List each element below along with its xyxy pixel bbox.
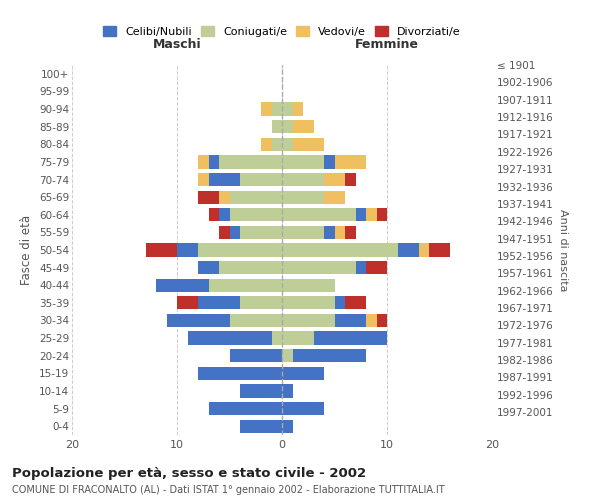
Bar: [366, 261, 387, 274]
Bar: [240, 296, 282, 310]
Bar: [293, 138, 324, 151]
Text: Femmine: Femmine: [355, 38, 419, 51]
Bar: [282, 314, 335, 327]
Bar: [282, 296, 335, 310]
Bar: [209, 156, 219, 168]
Bar: [282, 366, 324, 380]
Bar: [261, 102, 271, 116]
Bar: [282, 278, 335, 292]
Bar: [282, 244, 398, 256]
Bar: [229, 314, 282, 327]
Bar: [345, 296, 366, 310]
Bar: [229, 190, 282, 204]
Bar: [282, 102, 293, 116]
Bar: [219, 190, 229, 204]
Bar: [240, 173, 282, 186]
Bar: [282, 173, 324, 186]
Bar: [271, 332, 282, 344]
Bar: [282, 156, 324, 168]
Bar: [209, 173, 240, 186]
Bar: [271, 138, 282, 151]
Bar: [240, 420, 282, 433]
Bar: [366, 208, 377, 222]
Bar: [324, 190, 345, 204]
Bar: [198, 296, 240, 310]
Bar: [198, 244, 282, 256]
Text: Maschi: Maschi: [152, 38, 202, 51]
Bar: [282, 120, 293, 134]
Bar: [219, 261, 282, 274]
Bar: [219, 208, 229, 222]
Bar: [335, 296, 345, 310]
Bar: [398, 244, 419, 256]
Bar: [187, 332, 271, 344]
Bar: [355, 208, 366, 222]
Bar: [177, 296, 198, 310]
Bar: [282, 384, 293, 398]
Bar: [219, 226, 229, 239]
Bar: [282, 226, 324, 239]
Bar: [209, 208, 219, 222]
Bar: [335, 156, 366, 168]
Bar: [335, 314, 366, 327]
Bar: [335, 226, 345, 239]
Bar: [229, 226, 240, 239]
Legend: Celibi/Nubili, Coniugati/e, Vedovi/e, Divorziati/e: Celibi/Nubili, Coniugati/e, Vedovi/e, Di…: [100, 22, 464, 40]
Bar: [177, 244, 198, 256]
Bar: [146, 244, 177, 256]
Bar: [355, 261, 366, 274]
Bar: [282, 420, 293, 433]
Bar: [229, 349, 282, 362]
Bar: [282, 208, 355, 222]
Bar: [198, 261, 219, 274]
Bar: [429, 244, 450, 256]
Bar: [198, 173, 209, 186]
Bar: [293, 102, 303, 116]
Bar: [156, 278, 209, 292]
Bar: [198, 366, 282, 380]
Bar: [229, 208, 282, 222]
Bar: [366, 314, 377, 327]
Bar: [293, 349, 366, 362]
Text: COMUNE DI FRACONALTO (AL) - Dati ISTAT 1° gennaio 2002 - Elaborazione TUTTITALIA: COMUNE DI FRACONALTO (AL) - Dati ISTAT 1…: [12, 485, 445, 495]
Text: Popolazione per età, sesso e stato civile - 2002: Popolazione per età, sesso e stato civil…: [12, 468, 366, 480]
Bar: [219, 156, 282, 168]
Bar: [324, 173, 345, 186]
Bar: [261, 138, 271, 151]
Bar: [198, 190, 219, 204]
Bar: [271, 120, 282, 134]
Bar: [240, 226, 282, 239]
Bar: [282, 349, 293, 362]
Bar: [314, 332, 387, 344]
Bar: [345, 173, 355, 186]
Bar: [419, 244, 429, 256]
Bar: [167, 314, 229, 327]
Bar: [282, 402, 324, 415]
Bar: [271, 102, 282, 116]
Bar: [324, 226, 335, 239]
Bar: [209, 278, 282, 292]
Bar: [282, 190, 324, 204]
Y-axis label: Anni di nascita: Anni di nascita: [557, 209, 568, 291]
Bar: [324, 156, 335, 168]
Bar: [198, 156, 209, 168]
Bar: [209, 402, 282, 415]
Bar: [240, 384, 282, 398]
Bar: [377, 314, 387, 327]
Bar: [377, 208, 387, 222]
Bar: [293, 120, 314, 134]
Bar: [282, 261, 355, 274]
Bar: [282, 138, 293, 151]
Bar: [282, 332, 314, 344]
Bar: [345, 226, 355, 239]
Y-axis label: Fasce di età: Fasce di età: [20, 215, 34, 285]
